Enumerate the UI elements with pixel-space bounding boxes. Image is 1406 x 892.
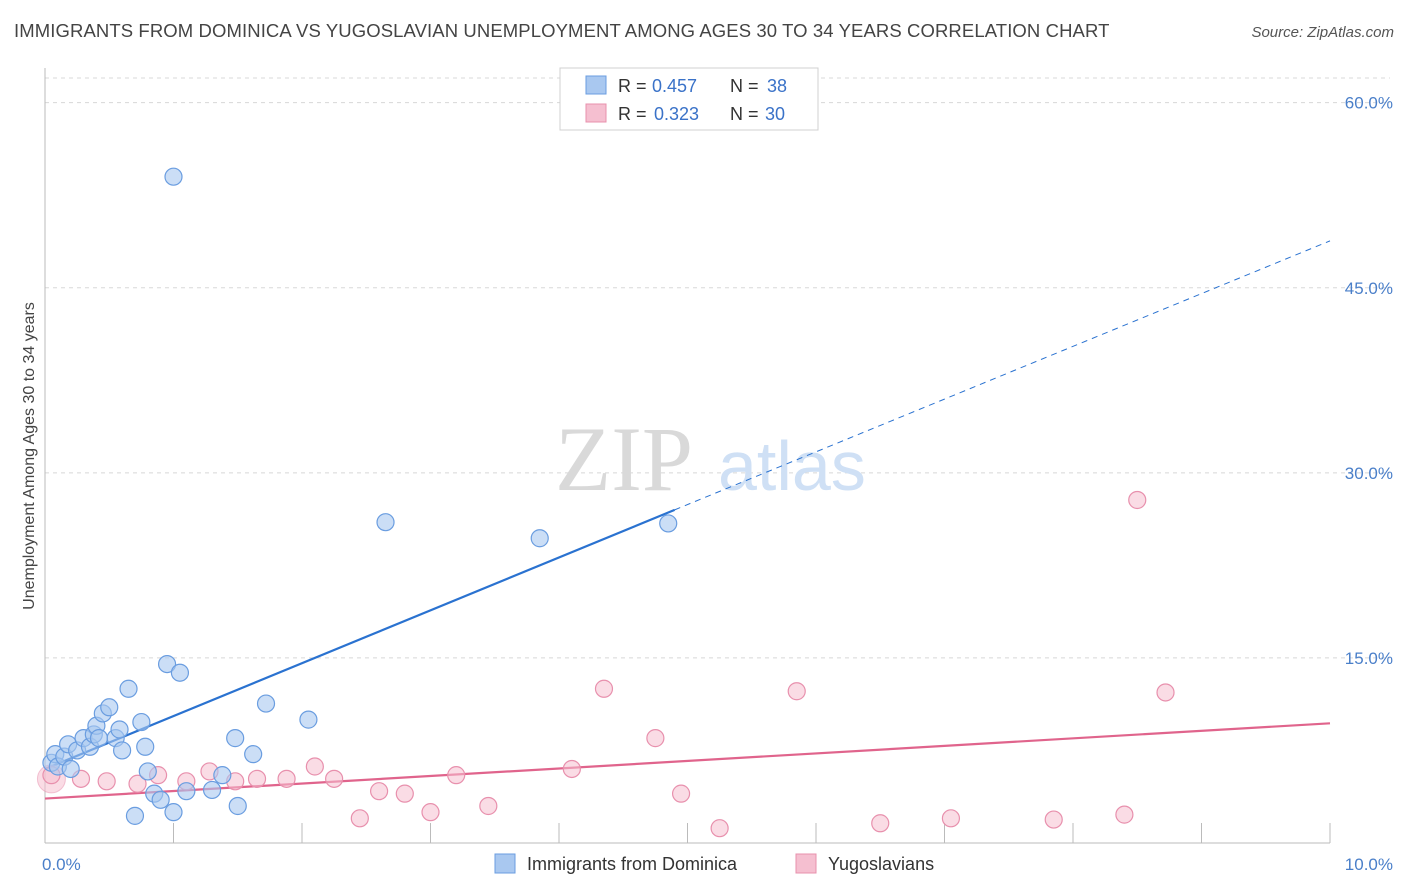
- point-dominica: [138, 762, 157, 781]
- point-dominica: [119, 679, 138, 698]
- point-yugoslavians: [1044, 810, 1063, 829]
- watermark-atlas: atlas: [718, 427, 866, 505]
- grid-layer: [44, 68, 1390, 844]
- point-yugoslavians: [646, 729, 665, 748]
- y-tick-label: 30.0%: [1345, 464, 1393, 483]
- point-yugoslavians: [325, 769, 344, 788]
- point-dominica: [89, 729, 109, 748]
- point-yugoslavians: [128, 774, 147, 793]
- point-dominica: [100, 698, 119, 717]
- point-yugoslavians: [671, 784, 691, 803]
- point-yugoslavians: [871, 814, 890, 833]
- chart-title: IMMIGRANTS FROM DOMINICA VS YUGOSLAVIAN …: [14, 20, 1110, 41]
- legend-r-label-1: R =: [618, 76, 647, 96]
- point-dominica: [112, 741, 132, 760]
- point-dominica: [157, 654, 177, 674]
- point-yugoslavians: [350, 809, 369, 828]
- point-yugoslavians: [479, 796, 498, 816]
- point-dominica: [110, 720, 129, 739]
- point-dominica: [164, 167, 183, 186]
- point-yugoslavians: [594, 679, 614, 698]
- ticks-layer: 15.0% 30.0% 45.0% 60.0% 0.0% 10.0%: [42, 94, 1393, 874]
- point-yugoslavians: [247, 769, 267, 788]
- legend-r-value-1: 0.457: [652, 76, 697, 96]
- trend-layer: [44, 240, 1331, 800]
- y-tick-label: 60.0%: [1345, 94, 1393, 113]
- point-dominica: [170, 663, 190, 682]
- point-dominica: [256, 694, 276, 713]
- legend-n-label-1: N =: [730, 76, 759, 96]
- point-yugoslavians: [421, 803, 440, 822]
- legend-swatch-blue: [585, 75, 607, 95]
- y-tick-label: 15.0%: [1345, 649, 1393, 668]
- point-yugoslavians: [787, 682, 806, 701]
- point-dominica: [228, 796, 247, 816]
- y-axis-label: Unemployment Among Ages 30 to 34 years: [21, 302, 38, 610]
- legend-r-value-2: 0.323: [654, 104, 699, 124]
- point-yugoslavians: [97, 772, 116, 791]
- point-yugoslavians: [1156, 683, 1175, 702]
- point-yugoslavians: [370, 782, 389, 801]
- source-credit: Source: ZipAtlas.com: [1251, 24, 1394, 41]
- correlation-legend: R = 0.457 N = 38 R = 0.323 N = 30: [559, 67, 819, 131]
- x-tick-label: 0.0%: [42, 855, 81, 874]
- y-tick-label: 45.0%: [1345, 279, 1393, 298]
- point-dominica: [659, 514, 678, 533]
- point-yugoslavians: [1115, 805, 1134, 824]
- watermark-zip: ZIP: [555, 408, 693, 510]
- series-legend: Immigrants from Dominica Yugoslavians: [494, 853, 934, 874]
- point-dominica: [299, 710, 318, 729]
- legend-r-label-2: R =: [618, 104, 647, 124]
- point-dominica: [61, 759, 80, 779]
- series-legend-swatch-blue: [494, 853, 516, 874]
- point-dominica: [213, 766, 232, 785]
- point-dominica: [244, 745, 263, 764]
- point-dominica: [164, 803, 183, 822]
- legend-n-label-2: N =: [730, 104, 759, 124]
- point-yugoslavians: [1128, 490, 1147, 510]
- series-legend-swatch-pink: [795, 853, 817, 874]
- point-yugoslavians: [277, 769, 296, 788]
- legend-n-value-2: 30: [765, 104, 785, 124]
- point-yugoslavians: [710, 819, 729, 838]
- point-dominica: [177, 782, 196, 801]
- points-layer: [36, 167, 1175, 838]
- point-yugoslavians: [305, 757, 324, 776]
- point-dominica: [202, 780, 222, 800]
- legend-n-value-1: 38: [767, 76, 787, 96]
- point-dominica: [151, 790, 170, 809]
- series-legend-label-pink: Yugoslavians: [828, 854, 934, 874]
- point-dominica: [226, 729, 245, 748]
- series-legend-label-blue: Immigrants from Dominica: [527, 854, 738, 874]
- legend-swatch-pink: [585, 103, 607, 123]
- point-yugoslavians: [395, 784, 414, 803]
- x-tick-label: 10.0%: [1345, 855, 1393, 874]
- point-dominica: [530, 529, 549, 548]
- point-yugoslavians: [941, 809, 961, 828]
- point-dominica: [136, 737, 155, 756]
- point-dominica: [132, 712, 151, 732]
- trend-line-dominica-extension: [674, 240, 1331, 511]
- point-yugoslavians: [562, 759, 581, 779]
- point-yugoslavians: [447, 766, 466, 785]
- point-dominica: [125, 806, 145, 825]
- trend-line-dominica: [44, 508, 676, 770]
- point-dominica: [376, 513, 395, 532]
